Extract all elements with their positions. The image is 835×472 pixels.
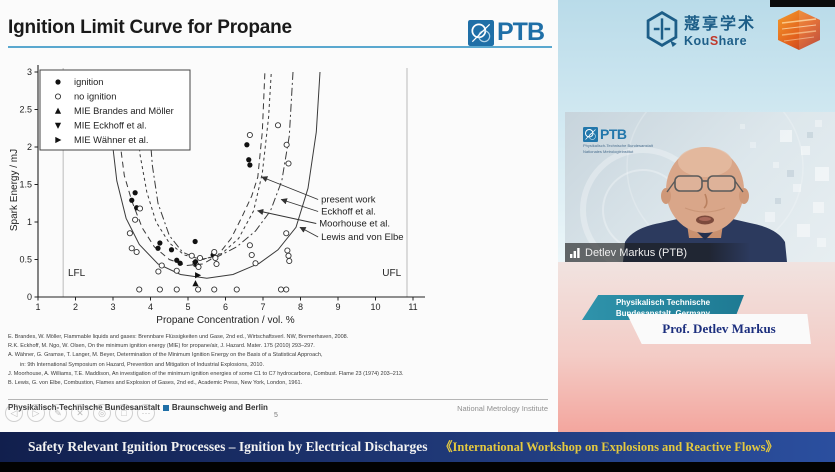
svg-text:10: 10 xyxy=(370,302,380,312)
chart-y-axis-label: Spark Energy / mJ xyxy=(9,149,20,231)
ptb-logo: PTB xyxy=(468,18,545,47)
svg-text:6: 6 xyxy=(223,302,228,312)
svg-text:Lewis and von Elbe: Lewis and von Elbe xyxy=(321,232,403,243)
svg-text:9: 9 xyxy=(335,302,340,312)
svg-text:8: 8 xyxy=(298,302,303,312)
conference-hexagon-logo xyxy=(778,10,820,50)
svg-text:4: 4 xyxy=(148,302,153,312)
bottom-black-strip xyxy=(0,462,835,472)
video-ptb-subtitle-1: Physikalisch-Technische Bundesanstalt xyxy=(583,143,653,148)
speaker-name-plate: Prof. Detlev Markus xyxy=(627,314,811,344)
speaker-org-line1: Physikalisch Technische xyxy=(615,298,711,307)
svg-text:2.5: 2.5 xyxy=(19,105,32,115)
slide-footer-right: National Metrology Institute xyxy=(457,404,548,413)
signal-bars-icon xyxy=(570,248,580,258)
speaker-caption: Detlev Markus (PTB) xyxy=(565,243,750,262)
lower-right-background xyxy=(558,262,835,432)
reference-line: J. Moorhouse, A. Williams, T.E. Maddison… xyxy=(8,370,404,377)
svg-text:MIE Eckhoff et al.: MIE Eckhoff et al. xyxy=(74,121,147,131)
koushare-hexagon-icon xyxy=(646,11,678,47)
svg-text:1: 1 xyxy=(27,217,32,227)
svg-text:2: 2 xyxy=(27,142,32,152)
svg-text:Eckhoff et al.: Eckhoff et al. xyxy=(321,207,376,218)
svg-text:MIE Wähner et al.: MIE Wähner et al. xyxy=(74,135,148,145)
koushare-chinese-text: 蔻享学术 xyxy=(684,16,757,33)
svg-text:1: 1 xyxy=(35,302,40,312)
koushare-en-s: S xyxy=(709,34,719,48)
reference-line: B. Lewis, G. von Elbe, Combustion, Flame… xyxy=(8,380,303,387)
svg-text:0: 0 xyxy=(27,292,32,302)
ignition-limit-chart: LFL UFL 1 2 3 4 5 6 7 8 9 10 11 0 0.5 1 1.5 2 2.5 3 Propane … xyxy=(9,65,425,326)
more-button[interactable]: ⋯ xyxy=(137,404,155,422)
references: E. Brandes, W. Möller, Flammable liquids… xyxy=(8,333,554,388)
reference-line: in: 9th International Symposium on Hazar… xyxy=(20,361,264,368)
previous-button[interactable]: ◁ xyxy=(5,404,23,422)
koushare-english-text: KouShare xyxy=(684,34,756,48)
koushare-en-kou: Kou xyxy=(684,34,710,48)
banner-talk-title: Safety Relevant Ignition Processes – Ign… xyxy=(28,439,428,454)
svg-text:no ignition: no ignition xyxy=(74,92,116,102)
chart-legend: ignition no ignition MIE Brandes and Mölle… xyxy=(39,69,191,151)
svg-text:7: 7 xyxy=(260,302,265,312)
presentation-slide: Ignition Limit Curve for Propane PTB LFL… xyxy=(0,0,558,432)
speaker-video[interactable]: PTB Physikalisch-Technische Bundesanstal… xyxy=(565,112,835,262)
erase-button[interactable]: ✕ xyxy=(71,404,89,422)
svg-text:2: 2 xyxy=(73,302,78,312)
svg-text:Moorhouse et al.: Moorhouse et al. xyxy=(319,219,390,230)
svg-text:ignition: ignition xyxy=(74,77,103,87)
speaker-caption-text: Detlev Markus (PTB) xyxy=(585,246,688,259)
ptb-logo-icon xyxy=(468,19,494,46)
svg-text:3: 3 xyxy=(110,302,115,312)
slide-title: Ignition Limit Curve for Propane xyxy=(8,17,292,38)
svg-text:LFL: LFL xyxy=(68,268,86,279)
svg-text:MIE Brandes and Möller: MIE Brandes and Möller xyxy=(74,106,174,116)
svg-text:1.5: 1.5 xyxy=(19,180,32,190)
video-ptb-subtitle-2: Nationales Metrologieinstitut xyxy=(583,149,634,154)
reference-line: R.K. Eckhoff, M. Ngo, W. Olsen, On the m… xyxy=(8,343,315,350)
svg-text:11: 11 xyxy=(408,302,417,312)
reference-line: A. Wähner, G. Gramse, T. Langer, M. Beye… xyxy=(8,352,323,359)
svg-text:present work: present work xyxy=(321,195,376,206)
page-number: 5 xyxy=(274,412,278,419)
svg-text:5: 5 xyxy=(185,302,190,312)
ptb-logo-text: PTB xyxy=(497,18,545,46)
bottom-banner: Safety Relevant Ignition Processes – Ign… xyxy=(0,432,835,462)
top-right-black-bar xyxy=(770,0,835,7)
ptb-square-bullet xyxy=(162,404,169,411)
zoom-button[interactable]: ◎ xyxy=(93,404,111,422)
player-controls: ◁ ▷ ✎ ✕ ◎ □ ⋯ xyxy=(5,404,155,422)
reference-line: E. Brandes, W. Möller, Flammable liquids… xyxy=(8,334,349,340)
koushare-en-hare: hare xyxy=(718,34,748,48)
pen-button[interactable]: ✎ xyxy=(49,404,67,422)
banner-workshop-title: 《International Workshop on Explosions an… xyxy=(440,440,779,454)
frame-button[interactable]: □ xyxy=(115,404,133,422)
play-button[interactable]: ▷ xyxy=(27,404,45,422)
title-underline xyxy=(8,46,552,48)
footer-divider xyxy=(8,399,548,400)
footer-cities: Braunschweig and Berlin xyxy=(171,403,268,412)
video-ptb-logo: PTB Physikalisch-Technische Bundesanstal… xyxy=(583,126,653,154)
svg-text:0.5: 0.5 xyxy=(19,255,32,265)
koushare-logo: 蔻享学术 KouShare xyxy=(645,10,756,48)
chart-x-axis-label: Propane Concentration / vol. % xyxy=(156,315,295,326)
speaker-org-line2: Bundesanstalt, Germany xyxy=(615,309,711,318)
svg-text:UFL: UFL xyxy=(382,268,401,279)
svg-text:3: 3 xyxy=(27,67,32,77)
video-ptb-logo-icon xyxy=(583,126,598,142)
video-ptb-logo-text: PTB xyxy=(600,126,627,142)
